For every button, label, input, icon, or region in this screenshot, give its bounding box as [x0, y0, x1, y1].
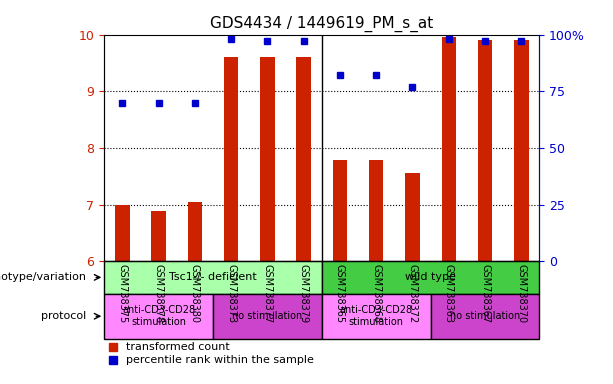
Bar	[441, 37, 456, 261]
Bar	[514, 40, 528, 261]
FancyBboxPatch shape	[213, 294, 322, 339]
Text: protocol: protocol	[41, 311, 86, 321]
FancyBboxPatch shape	[322, 294, 430, 339]
Bar	[188, 202, 202, 261]
Text: anti-CD3-CD28
stimulation: anti-CD3-CD28 stimulation	[122, 305, 195, 327]
Bar	[260, 57, 275, 261]
Text: Tsc1-/- deficient: Tsc1-/- deficient	[169, 272, 257, 282]
Text: wild type: wild type	[405, 272, 456, 282]
Text: genotype/variation: genotype/variation	[0, 272, 86, 282]
FancyBboxPatch shape	[104, 294, 213, 339]
Text: no stimulation: no stimulation	[232, 311, 303, 321]
Bar	[333, 161, 347, 261]
Bar	[405, 173, 420, 261]
FancyBboxPatch shape	[322, 261, 539, 294]
Text: no stimulation: no stimulation	[450, 311, 520, 321]
Title: GDS4434 / 1449619_PM_s_at: GDS4434 / 1449619_PM_s_at	[210, 16, 433, 32]
Text: percentile rank within the sample: percentile rank within the sample	[126, 354, 314, 365]
Bar	[369, 161, 384, 261]
Bar	[224, 57, 238, 261]
Text: transformed count: transformed count	[126, 342, 230, 352]
Bar	[115, 205, 129, 261]
FancyBboxPatch shape	[430, 294, 539, 339]
Text: anti-CD3-CD28
stimulation: anti-CD3-CD28 stimulation	[340, 305, 413, 327]
FancyBboxPatch shape	[104, 261, 322, 294]
Bar	[151, 211, 166, 261]
Bar	[297, 57, 311, 261]
Bar	[478, 40, 492, 261]
